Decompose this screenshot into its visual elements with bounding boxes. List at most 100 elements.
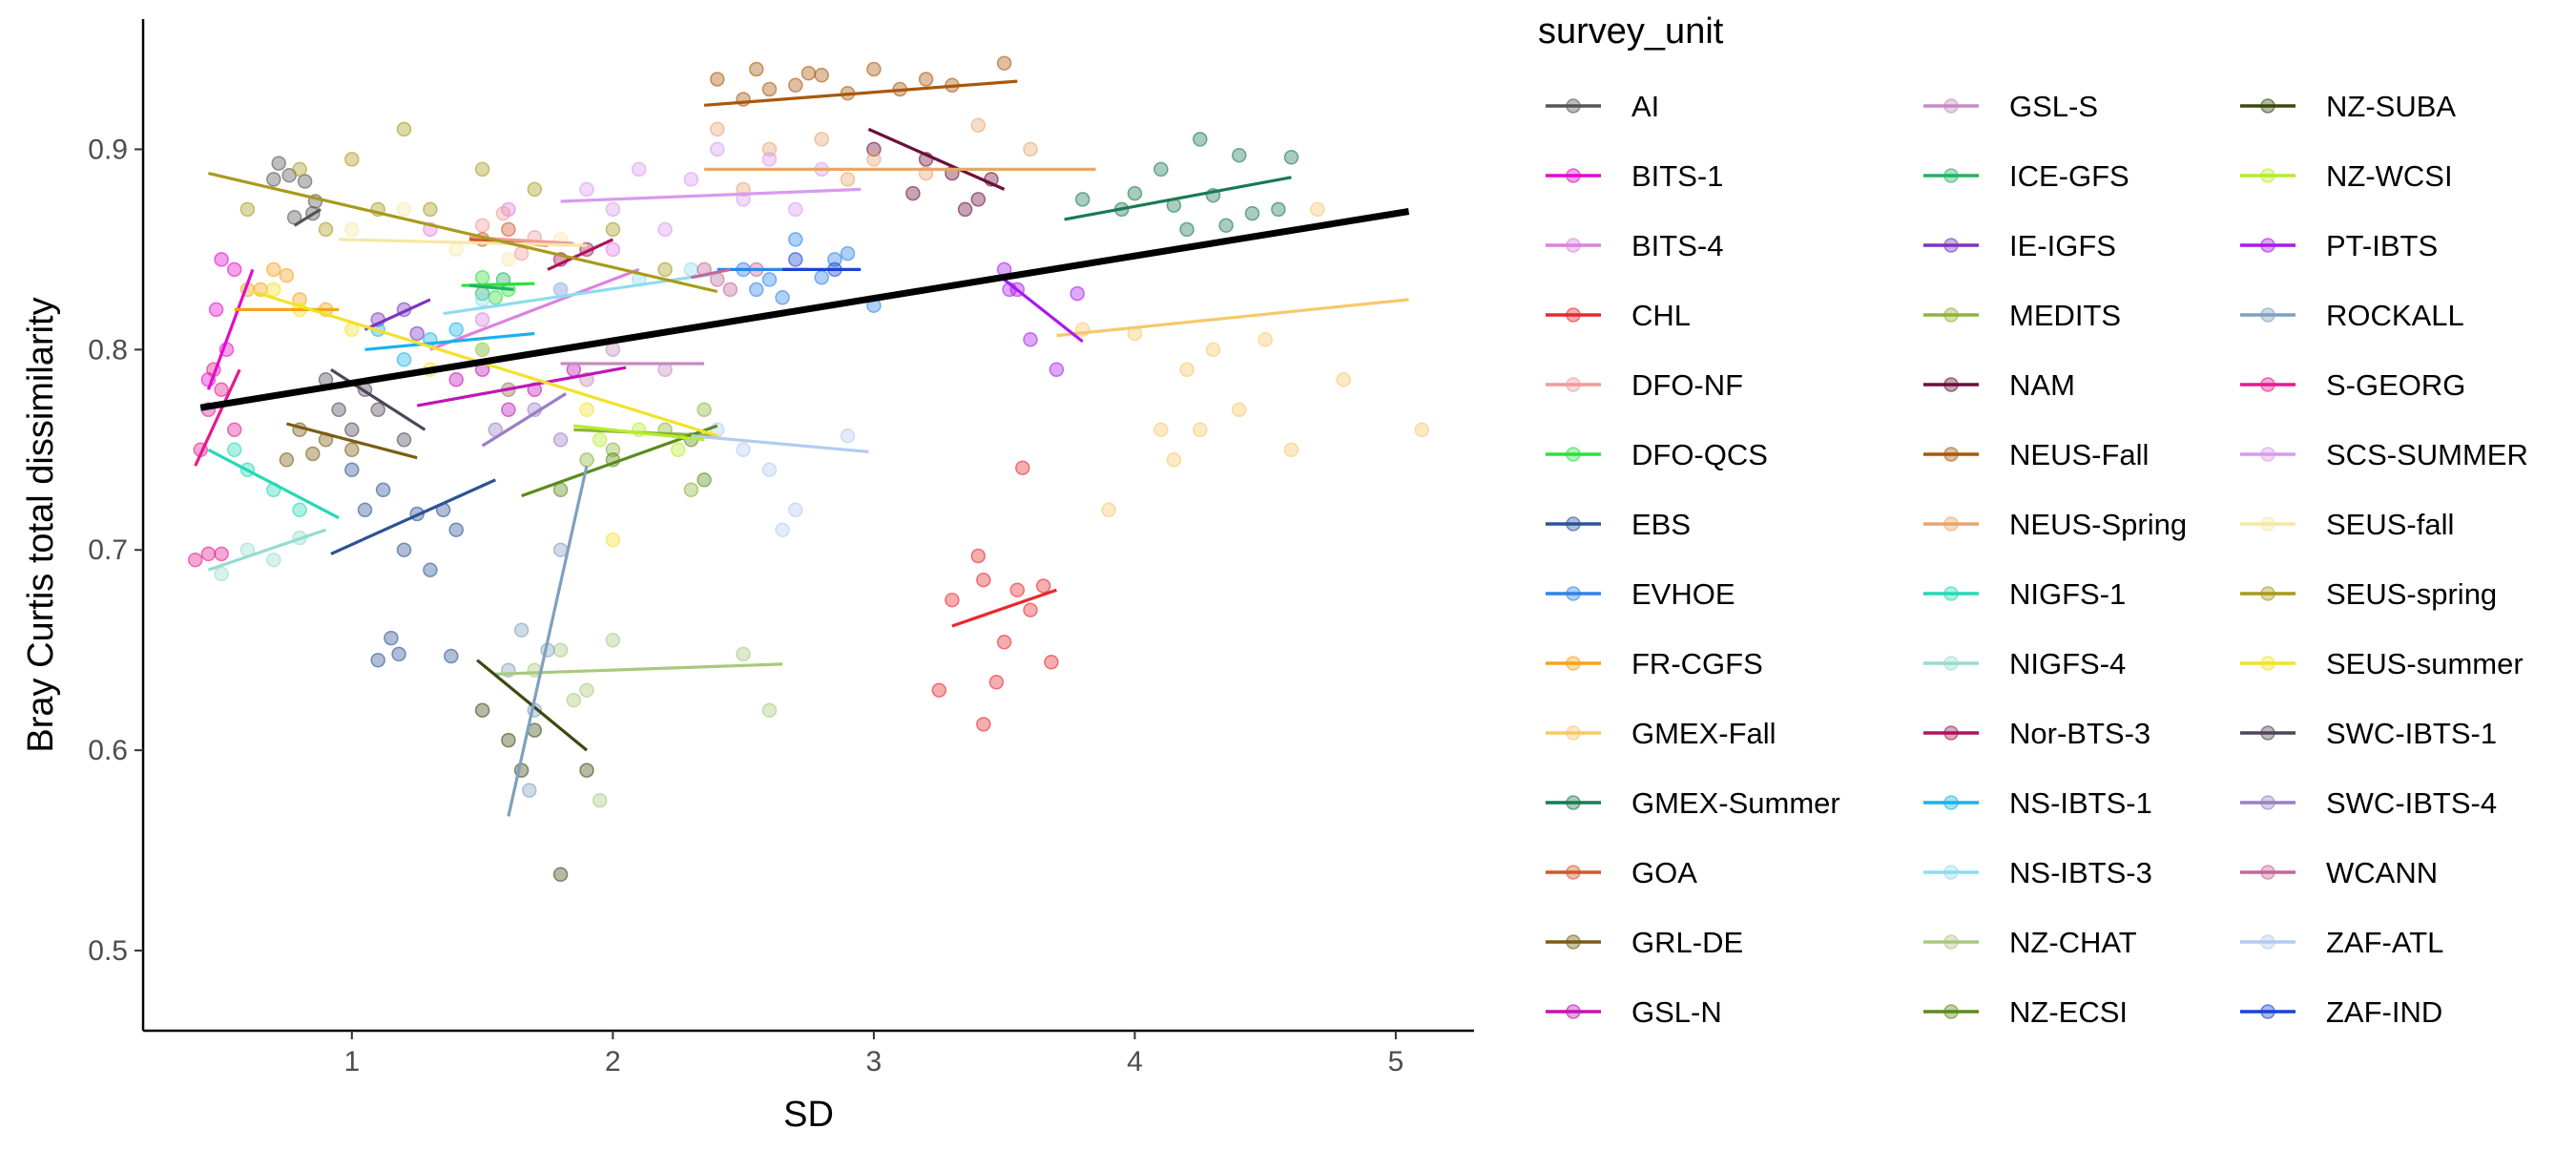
series-fit-line bbox=[1064, 176, 1292, 221]
data-point bbox=[292, 161, 307, 178]
legend-label: SWC-IBTS-4 bbox=[2326, 786, 2497, 820]
data-point bbox=[344, 462, 360, 478]
data-point bbox=[396, 542, 412, 557]
series-fit-line bbox=[364, 298, 431, 331]
legend-label: BITS-1 bbox=[1631, 159, 1723, 193]
data-point bbox=[495, 205, 511, 221]
y-tick-label: 0.9 bbox=[88, 134, 128, 165]
series-fit-line bbox=[547, 238, 614, 271]
data-point bbox=[683, 482, 699, 498]
data-point bbox=[391, 646, 406, 662]
data-point bbox=[749, 61, 764, 77]
legend-label: NZ-WCSI bbox=[2326, 159, 2453, 193]
data-point bbox=[1232, 402, 1247, 418]
data-point bbox=[592, 792, 608, 808]
data-point bbox=[931, 682, 947, 698]
data-point bbox=[696, 472, 712, 488]
data-point bbox=[1271, 201, 1286, 218]
legend-label: PT-IBTS bbox=[2326, 229, 2438, 262]
legend-key-point bbox=[1566, 516, 1581, 532]
data-point bbox=[344, 152, 360, 167]
data-point bbox=[474, 161, 490, 178]
legend-key-point bbox=[2260, 307, 2275, 323]
data-point bbox=[444, 648, 459, 664]
legend-label: SWC-IBTS-1 bbox=[2326, 717, 2497, 750]
data-point bbox=[996, 635, 1012, 650]
data-point bbox=[657, 261, 673, 278]
data-point bbox=[605, 342, 621, 358]
data-point bbox=[226, 442, 242, 458]
legend-label: GSL-N bbox=[1631, 995, 1722, 1029]
data-point bbox=[905, 185, 921, 201]
legend-item: GOA bbox=[1546, 856, 1697, 889]
legend-key-point bbox=[1566, 447, 1581, 462]
legend-key-point bbox=[1566, 238, 1581, 253]
legend-item: SEUS-spring bbox=[2240, 577, 2497, 611]
data-point bbox=[657, 221, 673, 238]
data-point bbox=[866, 152, 882, 167]
legend-key-point bbox=[1943, 795, 1959, 810]
data-point bbox=[918, 72, 934, 87]
data-point bbox=[1205, 342, 1221, 358]
legend-item: ZAF-IND bbox=[2240, 995, 2442, 1029]
data-point bbox=[474, 218, 490, 233]
x-tick-label: 3 bbox=[866, 1046, 883, 1077]
data-point bbox=[1009, 582, 1026, 597]
data-point bbox=[976, 717, 991, 732]
y-axis-label: Bray Curtis total dissimilarity bbox=[21, 297, 61, 752]
legend-label: SEUS-fall bbox=[2326, 508, 2454, 541]
data-point bbox=[214, 566, 229, 582]
legend-key-point bbox=[2260, 586, 2275, 601]
legend-label: ZAF-IND bbox=[2326, 995, 2442, 1029]
series-fit-line bbox=[703, 79, 1018, 107]
data-point bbox=[788, 232, 803, 247]
series-fit-line bbox=[364, 331, 535, 351]
data-point bbox=[423, 562, 438, 577]
data-point bbox=[474, 270, 490, 285]
legend-item: DFO-QCS bbox=[1546, 438, 1768, 471]
legend-label: NS-IBTS-3 bbox=[2009, 856, 2152, 889]
legend-item: SCS-SUMMER bbox=[2240, 438, 2528, 471]
data-point bbox=[605, 241, 621, 258]
legend-item: GSL-N bbox=[1546, 995, 1722, 1029]
data-point bbox=[344, 442, 360, 458]
data-point bbox=[814, 270, 829, 285]
legend-key-point bbox=[1943, 238, 1959, 253]
data-point bbox=[409, 325, 425, 342]
data-point bbox=[200, 546, 217, 562]
data-point bbox=[1232, 147, 1247, 163]
legend-label: IE-IGFS bbox=[2009, 229, 2116, 262]
data-point bbox=[396, 121, 412, 137]
data-point bbox=[605, 632, 621, 648]
series-fit-line bbox=[330, 367, 426, 431]
series-fit-line bbox=[285, 422, 418, 460]
data-point bbox=[214, 546, 229, 562]
legend-key-point bbox=[2260, 168, 2275, 183]
legend-item: MEDITS bbox=[1923, 299, 2121, 332]
data-point bbox=[448, 522, 464, 537]
legend-label: DFO-QCS bbox=[1631, 438, 1768, 471]
data-point bbox=[474, 292, 490, 307]
data-point bbox=[996, 55, 1012, 71]
legend-key-point bbox=[2260, 795, 2275, 810]
data-point bbox=[501, 252, 516, 267]
data-point bbox=[375, 482, 391, 498]
data-point bbox=[775, 290, 790, 305]
data-point bbox=[775, 522, 790, 537]
legend-key-point bbox=[1943, 168, 1959, 183]
legend-item: EBS bbox=[1546, 508, 1691, 541]
legend-item: GMEX-Summer bbox=[1546, 786, 1840, 820]
legend-label: ROCKALL bbox=[2326, 299, 2464, 332]
data-point bbox=[749, 282, 764, 298]
legend-label: ICE-GFS bbox=[2009, 159, 2129, 193]
legend-label: CHL bbox=[1631, 299, 1691, 332]
data-point bbox=[710, 121, 725, 137]
legend-item: NZ-WCSI bbox=[2240, 159, 2453, 193]
data-point bbox=[370, 652, 385, 668]
data-point bbox=[266, 261, 281, 278]
data-point bbox=[761, 272, 778, 287]
data-point bbox=[396, 352, 412, 367]
legend-key-point bbox=[1943, 725, 1959, 741]
legend-key-point bbox=[2260, 516, 2275, 532]
legend-item: GRL-DE bbox=[1546, 926, 1743, 959]
